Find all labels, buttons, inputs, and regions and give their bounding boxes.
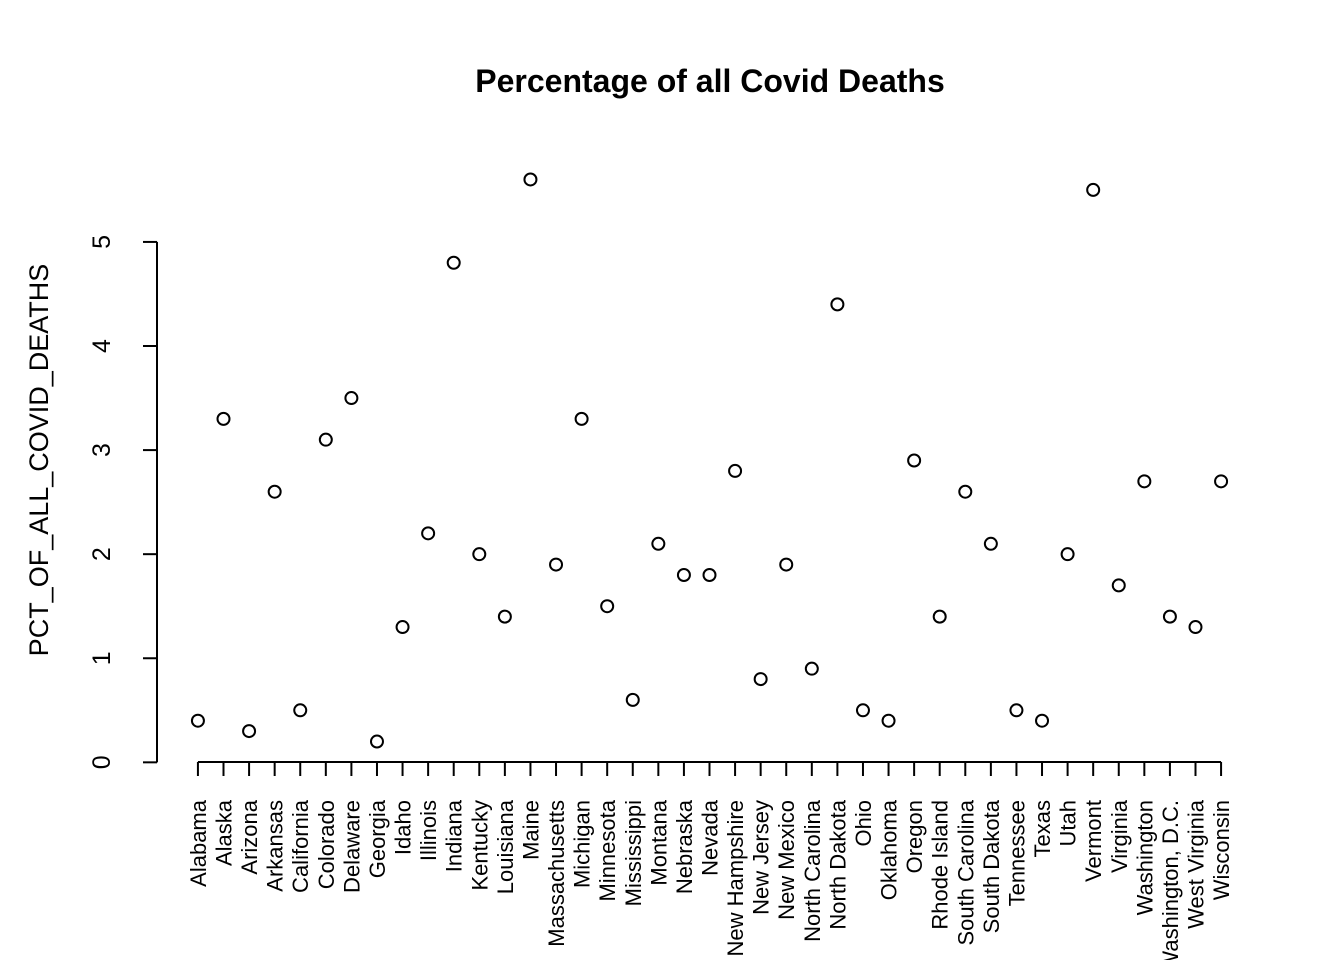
point [625, 692, 640, 707]
x-tick-label: Oregon [902, 800, 927, 873]
x-tick-label: Alabama [186, 799, 211, 887]
point [932, 609, 947, 624]
x-tick-label: Arkansas [263, 800, 288, 892]
point [1035, 713, 1050, 728]
x-tick-label: New Jersey [749, 800, 774, 915]
x-tick-label: California [288, 799, 313, 893]
point [830, 297, 845, 312]
x-tick-label: Kentucky [467, 800, 492, 891]
point [1137, 474, 1152, 489]
x-tick-label: Alaska [212, 799, 237, 866]
point [472, 547, 487, 562]
x-tick-label: Montana [646, 799, 671, 885]
x-tick-label: Nevada [698, 799, 723, 876]
x-tick-label: Washington [1132, 800, 1157, 915]
point [216, 411, 231, 426]
x-tick-label: Vermont [1081, 800, 1106, 882]
x-tick-label: Ohio [851, 800, 876, 846]
x-tick-label: Nebraska [672, 799, 697, 894]
point [779, 557, 794, 572]
x-tick-label: Idaho [391, 800, 416, 855]
point [395, 620, 410, 635]
x-tick-label: Arizona [237, 799, 262, 874]
y-tick-label: 0 [88, 755, 116, 769]
x-tick-label: Utah [1056, 800, 1081, 846]
point [1009, 703, 1024, 718]
y-axis-label: PCT_OF_ALL_COVID_DEATHS [24, 264, 54, 657]
y-tick-label: 1 [88, 651, 116, 665]
point [1162, 609, 1177, 624]
x-tick-label: Rhode Island [928, 800, 953, 930]
point [600, 599, 615, 614]
point [907, 453, 922, 468]
x-tick-label: Michigan [570, 800, 595, 888]
point [1086, 182, 1101, 197]
point [293, 703, 308, 718]
chart-title: Percentage of all Covid Deaths [475, 63, 944, 99]
point [446, 255, 461, 270]
point [497, 609, 512, 624]
x-tick-label: Minnesota [595, 799, 620, 901]
x-tick-label: North Carolina [800, 799, 825, 942]
point [421, 526, 436, 541]
point [344, 391, 359, 406]
x-tick-label: Colorado [314, 800, 339, 889]
point [855, 703, 870, 718]
x-tick-label: Texas [1030, 800, 1055, 857]
point [523, 172, 538, 187]
x-tick-label: Delaware [339, 800, 364, 893]
x-tick-label: Indiana [442, 799, 467, 872]
x-tick-label: Massachusetts [544, 800, 569, 947]
point [676, 567, 691, 582]
y-tick-label: 5 [88, 235, 116, 249]
point [549, 557, 564, 572]
point [804, 661, 819, 676]
x-tick-label: Louisiana [493, 799, 518, 894]
point [1111, 578, 1126, 593]
point [369, 734, 384, 749]
point [242, 724, 257, 739]
x-tick-label: Virginia [1107, 799, 1132, 873]
point [702, 567, 717, 582]
x-tick-label: Wisconsin [1209, 800, 1234, 900]
x-tick-label: Tennessee [1004, 800, 1029, 906]
point [190, 713, 205, 728]
point [651, 536, 666, 551]
x-tick-label: Illinois [416, 800, 441, 861]
x-tick-label: West Virginia [1183, 799, 1208, 929]
point [983, 536, 998, 551]
point [753, 672, 768, 687]
x-tick-label: Oklahoma [877, 799, 902, 900]
x-tick-label: South Dakota [979, 799, 1004, 933]
point [1188, 620, 1203, 635]
point [958, 484, 973, 499]
point [881, 713, 896, 728]
x-tick-label: Maine [518, 800, 543, 860]
x-tick-label: Washington, D.C. [1158, 800, 1183, 960]
point [1060, 547, 1075, 562]
y-tick-label: 2 [88, 547, 116, 561]
x-tick-label: North Dakota [825, 799, 850, 929]
x-tick-label: New Mexico [774, 800, 799, 920]
point [267, 484, 282, 499]
y-tick-label: 3 [88, 443, 116, 457]
x-tick-label: Georgia [365, 799, 390, 878]
x-tick-label: South Carolina [953, 799, 978, 945]
y-tick-label: 4 [88, 339, 116, 353]
x-tick-label: New Hampshire [723, 800, 748, 957]
point [574, 411, 589, 426]
point [1214, 474, 1229, 489]
point [728, 463, 743, 478]
point [318, 432, 333, 447]
x-tick-label: Mississippi [621, 800, 646, 906]
